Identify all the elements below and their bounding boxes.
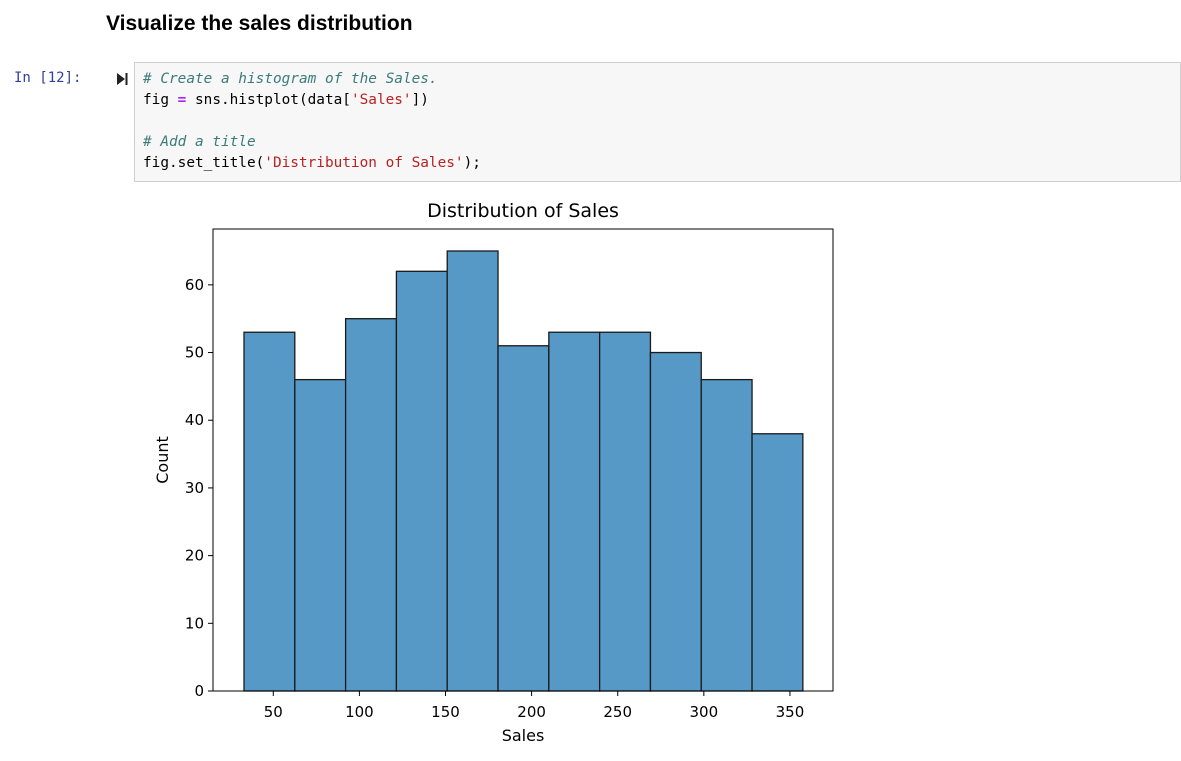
run-cell-icon[interactable] [115,72,129,86]
code-cell-input[interactable]: # Create a histogram of the Sales. fig =… [134,62,1181,182]
x-tick-label: 300 [690,703,719,721]
x-tick-label: 150 [431,703,460,721]
bars-group [243,250,804,692]
code-text: fig.set_title( [143,155,265,171]
histogram-bar [497,345,550,692]
axes-frame [212,228,834,692]
x-tick-label: 200 [517,703,546,721]
code-operator: = [177,92,187,108]
y-tick-label: 10 [185,614,204,632]
y-tick-label: 20 [185,547,204,565]
y-axis: 0 10 20 30 40 50 60 [185,276,213,700]
code-comment: # Create a histogram of the Sales. [143,71,438,87]
histogram-bar [446,250,499,692]
x-tick-label: 350 [776,703,805,721]
histogram-bar [395,270,448,692]
histogram-bar [598,331,652,692]
code-editor[interactable]: # Create a histogram of the Sales. fig =… [143,69,481,174]
x-axis-label: Sales [502,726,545,745]
histogram-bar [649,351,702,692]
y-tick-label: 50 [185,344,204,362]
code-text: fig [143,92,178,108]
histogram-bar [243,331,296,692]
y-axis-label: Count [153,436,172,484]
x-tick-label: 100 [345,703,374,721]
code-text: sns.histplot(data[ [186,92,351,108]
y-tick-label: 30 [185,479,204,497]
markdown-heading: Visualize the sales distribution [106,12,413,35]
x-axis: 50 100 150 200 250 300 350 [264,691,805,721]
histogram-bar [294,378,347,692]
code-comment: # Add a title [143,134,256,150]
code-string: 'Distribution of Sales' [264,155,464,171]
histogram-chart: 50 100 150 200 250 300 350 0 10 20 30 40 50 60 Distr… [153,200,834,745]
y-tick-label: 40 [185,411,204,429]
x-tick-label: 250 [603,703,632,721]
code-text: ); [463,155,481,171]
code-text: ]) [411,92,429,108]
chart-title: Distribution of Sales [427,200,619,222]
y-tick-label: 0 [194,682,204,700]
y-tick-label: 60 [185,276,204,294]
histogram-bar [548,331,601,692]
histogram-bar [751,433,804,692]
code-string: 'Sales' [350,92,412,108]
x-tick-label: 50 [264,703,283,721]
histogram-bar [700,378,753,692]
cell-prompt: In [12]: [14,70,82,86]
histogram-bar [344,318,398,692]
